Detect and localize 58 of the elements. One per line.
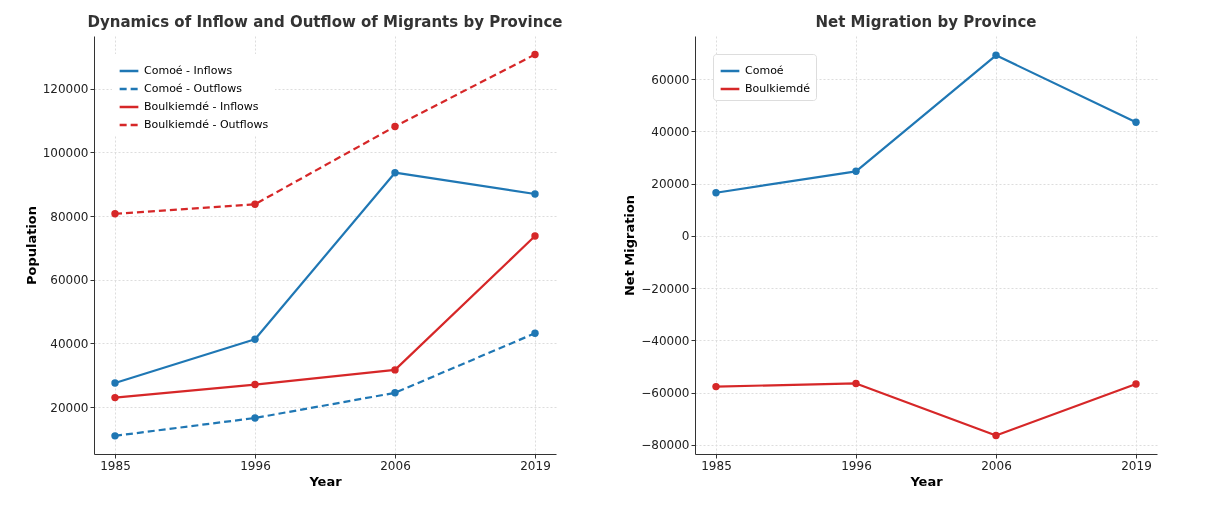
point [251,335,259,344]
y-tick-label: −60000 [641,386,690,401]
point [111,379,119,387]
y-tick-label: 60000 [50,273,89,288]
x-axis-title: Year [909,473,944,489]
y-tick-label: 100000 [42,145,89,160]
x-tick-label: 1985 [100,458,131,473]
legend-label: Comoé - Inflows [144,64,233,77]
x-axis-title: Year [308,473,343,489]
point [531,232,539,240]
x-tick-label: 2019 [520,458,551,473]
y-tick-label: 60000 [651,72,690,87]
y-tick-label: 20000 [651,177,690,192]
chart-title: Dynamics of Inflow and Outflow of Migrants by Province [87,13,563,31]
y-tick-label: −40000 [641,333,690,348]
chart-title: Net Migration by Province [815,13,1037,31]
y-tick-label: 0 [681,229,690,244]
legend-label: Boulkiemdé [745,82,811,95]
point [852,379,860,388]
point [251,414,259,422]
y-tick-label: −80000 [641,438,690,453]
point [111,393,119,402]
point [712,189,720,197]
point [992,431,1000,440]
y-axis-title: Population [23,205,39,286]
legend-label: Boulkiemdé - Outflows [144,118,269,131]
point [251,380,259,389]
point [531,50,539,59]
point [1132,118,1140,126]
x-tick-label: 2006 [981,458,1012,473]
y-tick-label: 80000 [50,209,89,224]
legend-label: Comoé - Outflows [144,82,243,95]
point [531,190,539,198]
point [251,200,259,208]
point [111,432,119,440]
y-tick-label: 20000 [50,400,89,415]
legend-label: Boulkiemdé - Inflows [144,100,259,113]
x-tick-label: 2019 [1121,458,1152,473]
point [992,51,1000,60]
x-tick-label: 2006 [380,458,411,473]
y-tick-label: 40000 [50,336,89,351]
point [712,382,720,391]
point [391,122,399,131]
legend-label: Comoé [745,64,784,77]
x-tick-label: 1996 [841,458,872,473]
point [1132,380,1140,388]
point [531,329,539,337]
point [391,389,399,397]
point [852,167,860,176]
x-tick-label: 1985 [701,458,732,473]
point [391,168,399,177]
y-tick-label: −20000 [641,281,690,296]
y-axis-title: Net Migration [622,194,638,297]
x-tick-label: 1996 [240,458,271,473]
point [391,366,399,374]
y-tick-label: 120000 [42,82,89,97]
y-tick-label: 40000 [651,124,690,139]
point [111,210,119,218]
